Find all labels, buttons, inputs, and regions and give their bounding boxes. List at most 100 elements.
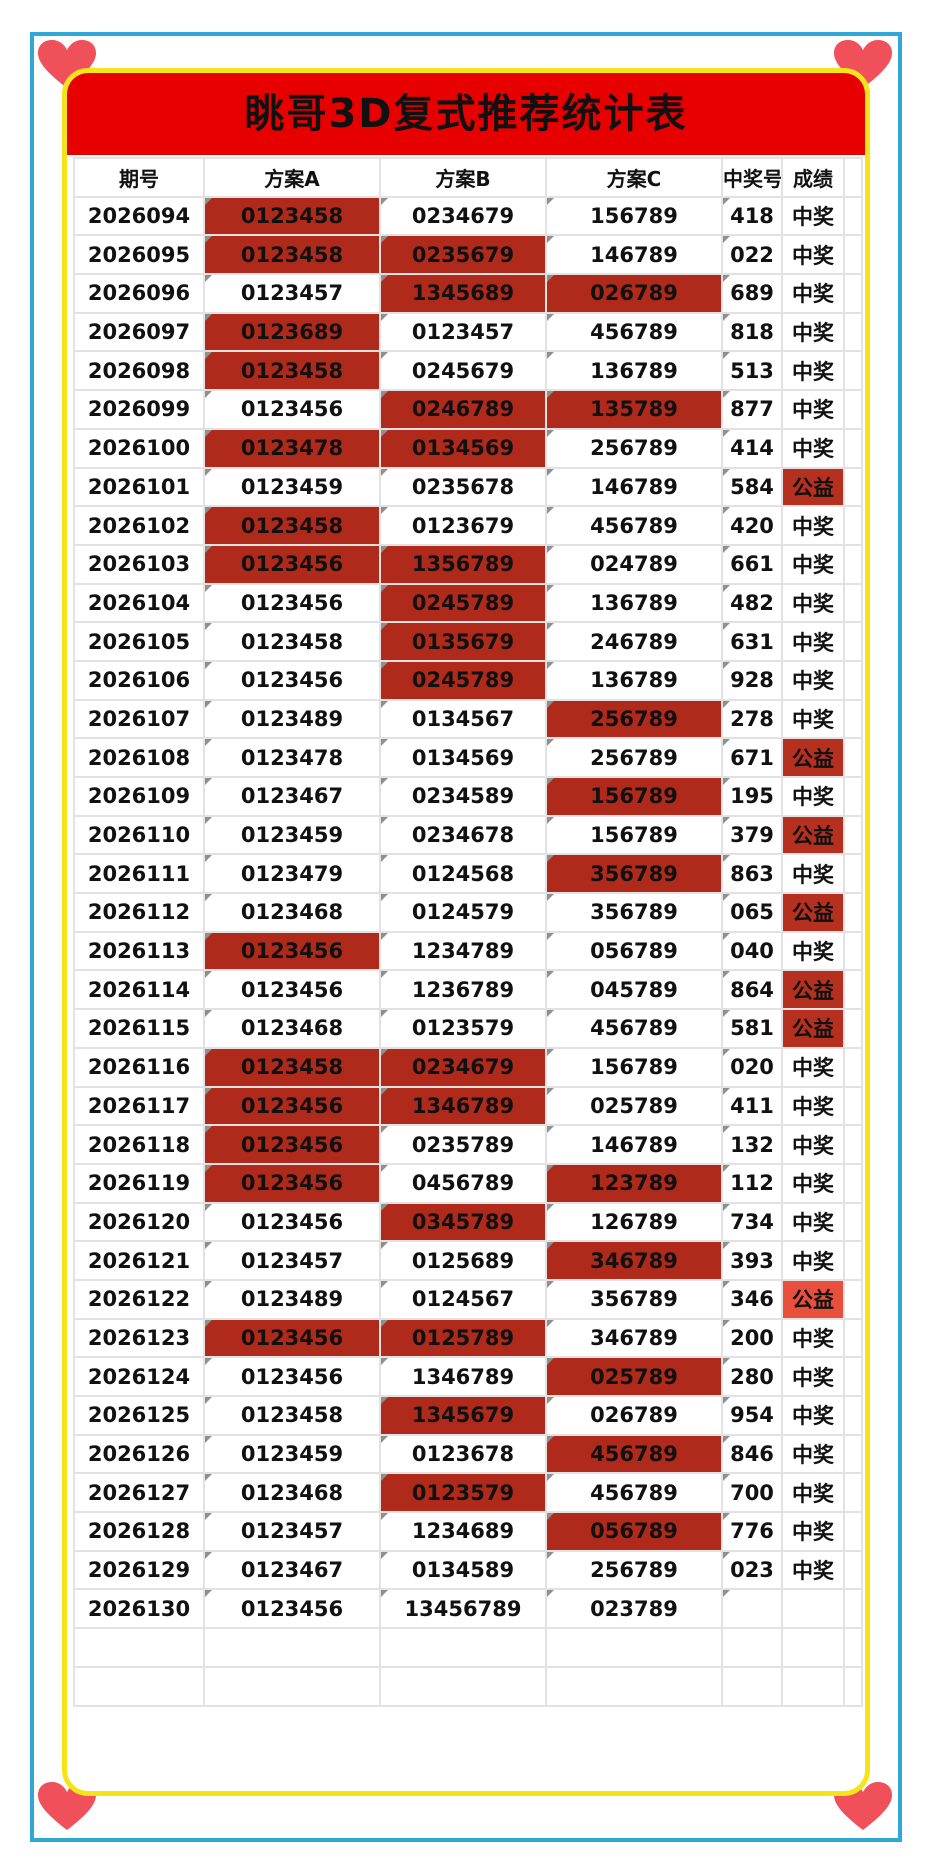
period-cell: 2026117 xyxy=(73,1085,205,1127)
period-cell: 2026120 xyxy=(73,1201,205,1243)
table-row: 2026101 0123459 0235678 146789 584 公益 xyxy=(73,466,863,508)
plan-b-cell: 1356789 xyxy=(379,543,547,585)
plan-a-cell: 0123689 xyxy=(203,311,381,353)
plan-b-cell: 1345689 xyxy=(379,273,547,314)
period-cell: 2026124 xyxy=(73,1356,205,1397)
winning-number-cell: 482 xyxy=(721,582,783,624)
plan-c-cell: 136789 xyxy=(545,659,723,701)
winning-number-cell: 278 xyxy=(721,698,783,740)
spacer-cell xyxy=(843,1240,863,1281)
period-cell: 2026126 xyxy=(73,1433,205,1475)
spacer-cell xyxy=(843,582,863,624)
spacer-cell xyxy=(843,1046,863,1088)
period-cell: 2026109 xyxy=(73,776,205,817)
plan-c-cell: 146789 xyxy=(545,1124,723,1165)
header-period: 期号 xyxy=(73,157,205,198)
plan-c-cell: 023789 xyxy=(545,1588,723,1630)
plan-a-cell: 0123456 xyxy=(203,1085,381,1127)
result-cell: 中奖 xyxy=(781,1433,845,1475)
plan-b-cell: 0125789 xyxy=(379,1317,547,1359)
result-cell: 公益 xyxy=(781,737,845,778)
plan-c-cell: 135789 xyxy=(545,389,723,430)
empty-cell xyxy=(721,1665,783,1707)
winning-number-cell: 584 xyxy=(721,466,783,508)
table-row: 2026105 0123458 0135679 246789 631 中奖 xyxy=(73,621,863,662)
result-cell: 中奖 xyxy=(781,1124,845,1165)
period-cell: 2026102 xyxy=(73,505,205,546)
plan-c-cell: 146789 xyxy=(545,466,723,508)
table-body: 2026094 0123458 0234679 156789 418 中奖 2026095 0… xyxy=(73,195,863,1707)
winning-number-cell: 513 xyxy=(721,350,783,392)
plan-c-cell: 456789 xyxy=(545,1008,723,1049)
result-cell: 公益 xyxy=(781,1008,845,1049)
table-row: 2026103 0123456 1356789 024789 661 中奖 xyxy=(73,543,863,585)
plan-b-cell: 0245789 xyxy=(379,659,547,701)
result-cell: 公益 xyxy=(781,969,845,1011)
period-cell: 2026096 xyxy=(73,273,205,314)
table-frame: 眺哥3D复式推荐统计表 期号 方案A 方案B 方案C 中奖号 成绩 202609… xyxy=(62,68,870,1796)
plan-b-cell: 1236789 xyxy=(379,969,547,1011)
plan-c-cell: 056789 xyxy=(545,930,723,972)
period-cell: 2026113 xyxy=(73,930,205,972)
header-plan-c: 方案C xyxy=(545,157,723,198)
result-cell: 中奖 xyxy=(781,1511,845,1552)
winning-number-cell: 132 xyxy=(721,1124,783,1165)
result-cell: 中奖 xyxy=(781,311,845,353)
plan-c-cell: 346789 xyxy=(545,1317,723,1359)
plan-c-cell: 126789 xyxy=(545,1201,723,1243)
header-plan-a: 方案A xyxy=(203,157,381,198)
table-row: 2026113 0123456 1234789 056789 040 中奖 xyxy=(73,930,863,972)
spacer-cell xyxy=(843,1317,863,1359)
empty-cell xyxy=(203,1665,381,1707)
period-cell: 2026103 xyxy=(73,543,205,585)
plan-b-cell: 0234679 xyxy=(379,195,547,237)
result-cell: 中奖 xyxy=(781,389,845,430)
result-cell: 中奖 xyxy=(781,776,845,817)
plan-c-cell: 146789 xyxy=(545,234,723,276)
plan-b-cell: 0134569 xyxy=(379,427,547,469)
result-cell: 中奖 xyxy=(781,427,845,469)
spacer-cell xyxy=(843,1008,863,1049)
plan-a-cell: 0123458 xyxy=(203,350,381,392)
plan-c-cell: 256789 xyxy=(545,1549,723,1591)
table-row: 2026102 0123458 0123679 456789 420 中奖 xyxy=(73,505,863,546)
empty-row xyxy=(73,1665,863,1707)
period-cell: 2026095 xyxy=(73,234,205,276)
spacer-cell xyxy=(843,234,863,276)
plan-a-cell: 0123458 xyxy=(203,621,381,662)
plan-c-cell: 456789 xyxy=(545,311,723,353)
plan-b-cell: 0135679 xyxy=(379,621,547,662)
plan-b-cell: 0123679 xyxy=(379,505,547,546)
period-cell: 2026119 xyxy=(73,1162,205,1204)
plan-c-cell: 256789 xyxy=(545,427,723,469)
table-row: 2026108 0123478 0134569 256789 671 公益 xyxy=(73,737,863,778)
plan-a-cell: 0123489 xyxy=(203,1278,381,1320)
empty-cell xyxy=(203,1627,381,1668)
result-cell: 中奖 xyxy=(781,543,845,585)
plan-b-cell: 0125689 xyxy=(379,1240,547,1281)
result-cell: 中奖 xyxy=(781,1356,845,1397)
result-cell: 中奖 xyxy=(781,1085,845,1127)
result-cell: 中奖 xyxy=(781,350,845,392)
plan-b-cell: 0134567 xyxy=(379,698,547,740)
spacer-cell xyxy=(843,969,863,1011)
table-row: 2026119 0123456 0456789 123789 112 中奖 xyxy=(73,1162,863,1204)
plan-b-cell: 0123678 xyxy=(379,1433,547,1475)
table-row: 2026097 0123689 0123457 456789 818 中奖 xyxy=(73,311,863,353)
winning-number-cell: 928 xyxy=(721,659,783,701)
result-cell xyxy=(781,1588,845,1630)
spacer-cell xyxy=(843,273,863,314)
spacer-cell xyxy=(843,466,863,508)
winning-number-cell: 020 xyxy=(721,1046,783,1088)
plan-c-cell: 456789 xyxy=(545,1433,723,1475)
plan-a-cell: 0123457 xyxy=(203,1240,381,1281)
result-cell: 中奖 xyxy=(781,1472,845,1514)
plan-c-cell: 136789 xyxy=(545,582,723,624)
plan-a-cell: 0123456 xyxy=(203,543,381,585)
winning-number-cell: 818 xyxy=(721,311,783,353)
spacer-cell xyxy=(843,1085,863,1127)
period-cell: 2026110 xyxy=(73,814,205,856)
period-cell: 2026122 xyxy=(73,1278,205,1320)
header-spacer xyxy=(843,157,863,198)
winning-number-cell: 631 xyxy=(721,621,783,662)
